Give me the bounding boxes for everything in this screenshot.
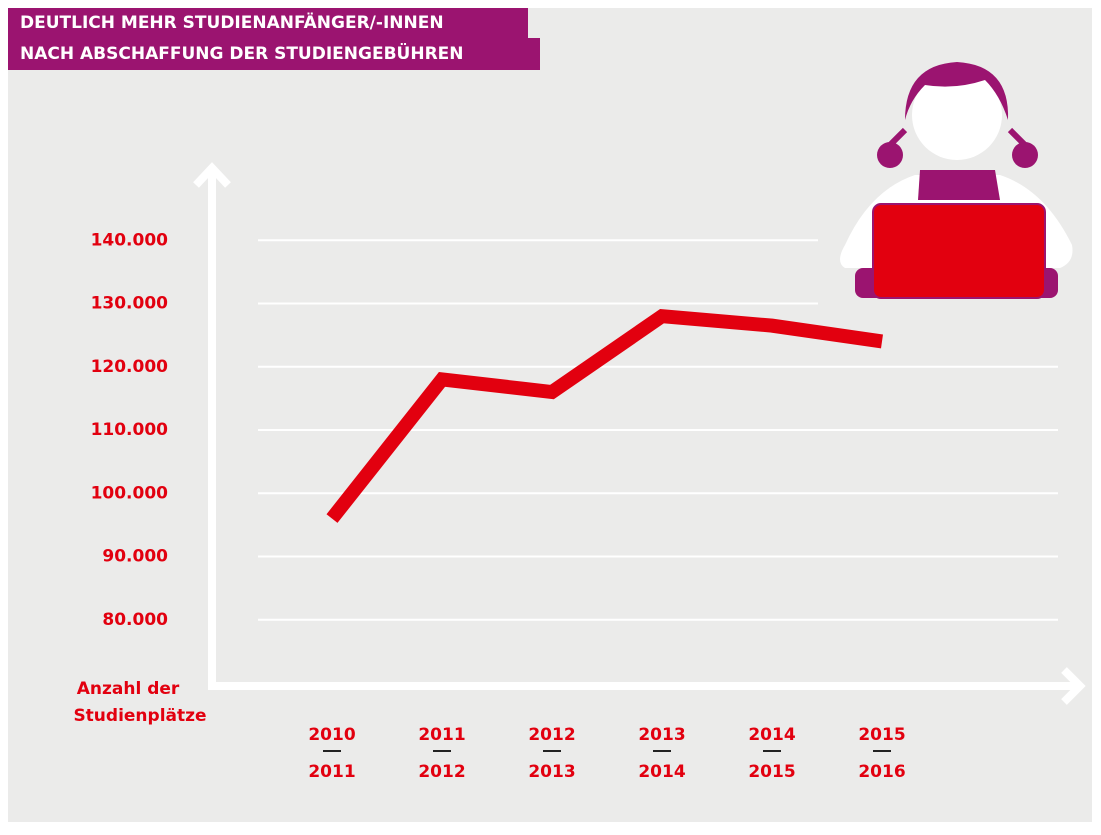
illustration [840,62,1073,299]
y-tick-label: 90.000 [102,547,168,567]
axes [193,162,1086,705]
x-tick-label: 2011 [308,762,355,782]
y-axis-label: Studienplätze [73,706,206,726]
title-box [8,8,528,38]
y-tick-label: 130.000 [91,294,169,314]
x-tick-label: 2015 [858,725,905,745]
chart-title: DEUTLICH MEHR STUDIENANFÄNGER/-INNEN [20,11,444,33]
x-tick-label: 2012 [418,762,465,782]
data-line [326,308,883,523]
y-tick-label: 120.000 [91,357,169,377]
title-box [8,38,540,70]
y-tick-label: 100.000 [91,483,169,503]
x-tick-label: 2012 [528,725,575,745]
y-tick-label: 110.000 [91,420,169,440]
x-tick-label: 2014 [638,762,685,782]
x-tick-label: 2014 [748,725,795,745]
y-tick-label: 80.000 [102,610,168,630]
x-tick-label: 2013 [528,762,575,782]
x-tick-label: 2016 [858,762,905,782]
x-tick-label: 2013 [638,725,685,745]
x-tick-label: 2015 [748,762,795,782]
x-tick-label: 2010 [308,725,355,745]
chart-title: NACH ABSCHAFFUNG DER STUDIENGEBÜHREN [20,42,464,64]
y-axis-label: Anzahl der [77,679,180,699]
x-tick-label: 2011 [418,725,465,745]
y-tick-label: 140.000 [91,230,169,250]
